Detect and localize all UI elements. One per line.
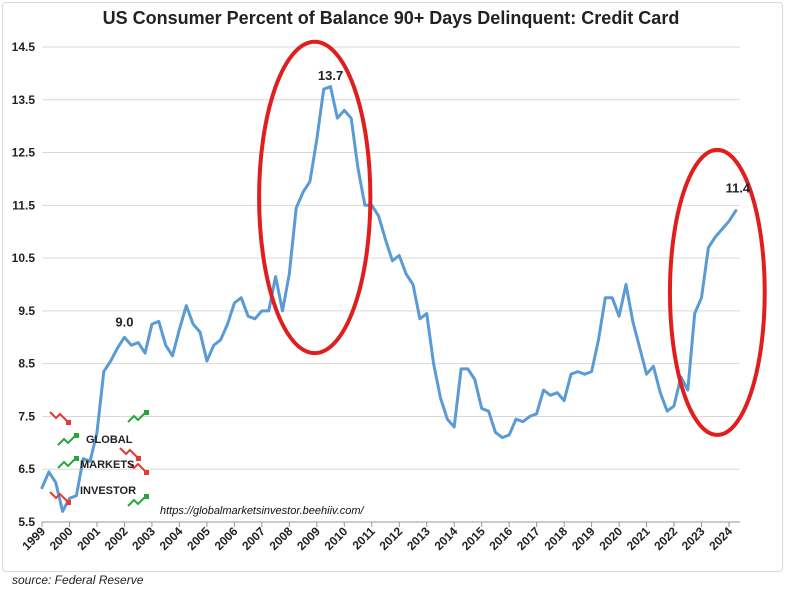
y-tick-label: 14.5 — [12, 40, 36, 54]
x-tick-label: 2002 — [102, 524, 131, 553]
trend-down-icon — [49, 491, 71, 505]
y-tick-label: 11.5 — [12, 198, 35, 212]
trend-up-icon — [127, 494, 149, 507]
logo-text: GLOBAL — [86, 434, 133, 446]
x-tick-label: 2017 — [514, 524, 543, 553]
x-tick-label: 2005 — [184, 524, 213, 553]
source-note: source: Federal Reserve — [12, 573, 144, 587]
highlight-circle — [257, 39, 373, 356]
logo-text: MARKETS — [80, 459, 134, 471]
chart-title: US Consumer Percent of Balance 90+ Days … — [102, 8, 680, 28]
data-label: 13.7 — [318, 68, 343, 83]
series-line — [40, 85, 738, 513]
trend-down-icon — [127, 461, 149, 475]
x-tick-label: 2016 — [487, 524, 516, 553]
x-tick-label: 2007 — [239, 524, 268, 553]
x-tick-label: 2013 — [404, 524, 433, 553]
trend-down-icon — [119, 447, 141, 461]
x-tick-label: 2003 — [129, 524, 158, 553]
x-tick-label: 2012 — [377, 524, 406, 553]
x-tick-label: 2014 — [432, 524, 461, 553]
y-tick-label: 8.5 — [18, 357, 35, 371]
y-tick-label: 9.5 — [18, 304, 35, 318]
x-tick-label: 2004 — [157, 524, 186, 553]
y-tick-label: 13.5 — [12, 93, 36, 107]
y-tick-label: 12.5 — [12, 146, 36, 160]
watermark-url: https://globalmarketsinvestor.beehiiv.co… — [160, 505, 364, 517]
y-tick-label: 6.5 — [18, 462, 35, 476]
x-tick-label: 2000 — [47, 524, 76, 553]
y-tick-label: 10.5 — [12, 251, 36, 265]
data-label: 9.0 — [115, 314, 133, 329]
trend-down-icon — [49, 411, 71, 425]
x-tick-label: 2008 — [267, 524, 296, 553]
x-tick-label: 2019 — [569, 524, 598, 553]
x-tick-label: 2010 — [322, 524, 351, 553]
x-tick-label: 2015 — [459, 524, 488, 553]
y-tick-label: 7.5 — [18, 409, 35, 423]
x-tick-label: 2024 — [706, 524, 735, 553]
x-tick-label: 2006 — [212, 524, 241, 553]
x-tick-label: 2011 — [350, 524, 379, 553]
trend-up-icon — [57, 456, 79, 469]
trend-up-icon — [57, 433, 79, 446]
x-tick-label: 2022 — [651, 524, 680, 553]
data-label: 11.4 — [726, 181, 751, 196]
y-tick-label: 5.5 — [18, 515, 35, 529]
x-tick-label: 2018 — [541, 524, 570, 553]
highlight-circle — [667, 147, 767, 437]
x-tick-label: 2021 — [624, 524, 653, 553]
chart-frame — [2, 2, 783, 572]
x-tick-label: 2001 — [74, 524, 103, 553]
trend-up-icon — [127, 410, 149, 423]
x-tick-label: 2020 — [596, 524, 625, 553]
x-tick-label: 2009 — [294, 524, 323, 553]
logo-text: INVESTOR — [80, 485, 136, 497]
x-tick-label: 2023 — [679, 524, 708, 553]
